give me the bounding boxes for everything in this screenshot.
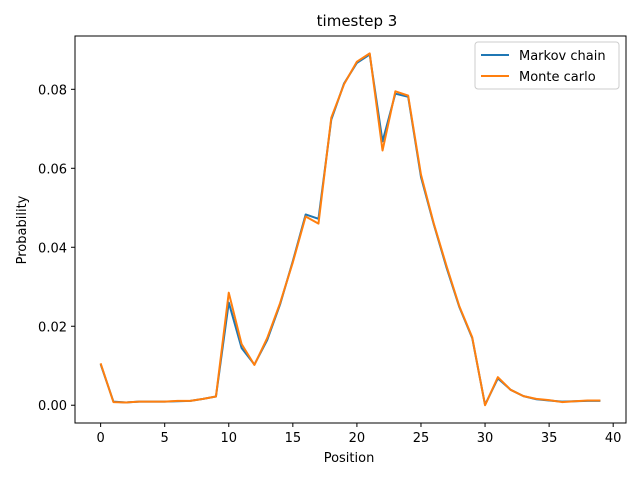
legend-label: Markov chain [519, 49, 606, 64]
x-tick-label: 5 [161, 431, 169, 446]
axes-frame [74, 35, 627, 424]
x-axis-label: Position [324, 451, 375, 466]
series-line-2 [99, 52, 601, 407]
y-tick-label: 0.06 [38, 162, 67, 177]
legend-box [474, 41, 620, 90]
legend-label: Monte carlo [519, 70, 596, 85]
x-tick-label: 0 [96, 431, 104, 446]
legend: Markov chain Monte carlo [474, 41, 620, 90]
x-tick-label: 10 [220, 431, 237, 446]
x-tick-label: 40 [605, 431, 622, 446]
plot-area: 0 5 10 15 20 25 30 35 40 0.00 0.02 0.04 0.06 0.08 [38, 35, 627, 446]
y-tick-label: 0.00 [38, 399, 67, 414]
x-tick-label: 20 [349, 431, 366, 446]
y-tick-label: 0.08 [38, 83, 67, 98]
x-tick-label: 35 [541, 431, 558, 446]
x-tick-label: 15 [285, 431, 302, 446]
x-tick-label: 25 [413, 431, 430, 446]
y-tick-label: 0.02 [38, 320, 67, 335]
x-tick-label: 30 [477, 431, 494, 446]
y-axis-label: Probability [15, 195, 30, 264]
y-tick-label: 0.04 [38, 241, 67, 256]
series-line-1 [99, 53, 601, 406]
chart-title: timestep 3 [317, 12, 398, 30]
